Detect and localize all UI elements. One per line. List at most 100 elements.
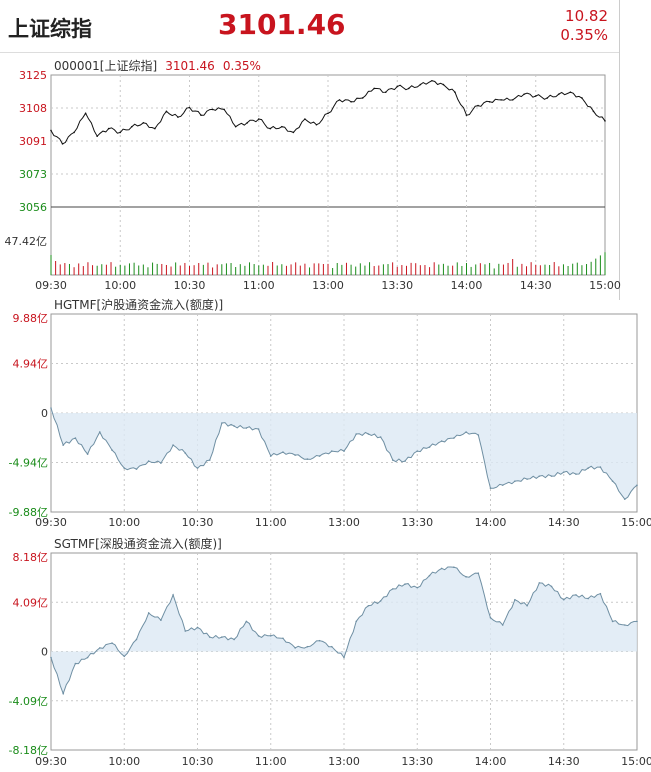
volume-scale-label: 47.42亿 [5,235,48,248]
flow-point [550,585,553,588]
flow-point [62,692,65,695]
flow-point [538,475,541,477]
panel-divider [619,0,620,300]
x-tick-label: 11:00 [243,279,275,292]
index-price: 3101.46 [218,8,346,41]
y-tick-label: -8.18亿 [9,744,48,757]
flow-point [550,475,553,477]
flow-point [526,478,528,480]
price-point [396,85,399,88]
flow-point [86,453,89,455]
flow-point [160,462,162,464]
flow-point [135,468,138,470]
flow-point [416,586,419,589]
price-point [581,97,583,99]
flow-point [196,467,199,469]
flow-point [611,620,614,623]
price-point [281,125,283,128]
flow-point [587,597,589,600]
price-point [350,100,352,103]
y-tick-label: -9.88亿 [9,506,48,519]
price-point [200,114,202,116]
hgtmf-title: HGTMF[沪股通资金流入(额度)] [54,298,224,312]
x-tick-label: 13:00 [312,279,344,292]
flow-point [257,428,260,430]
flow-point [367,604,370,607]
flow-point [184,630,187,632]
y-tick-label: 3056 [19,201,47,214]
flow-point [294,454,296,456]
flow-point [379,436,382,438]
price-point [361,97,364,99]
flow-point [330,645,333,648]
flow-point [294,647,296,649]
flow-point [453,437,455,439]
price-point [142,122,145,124]
flow-point [501,484,504,486]
index-info-pct: 0.35% [222,59,261,73]
flow-point [123,655,126,658]
x-tick-label: 14:30 [548,755,580,768]
flow-point [160,619,162,621]
flow-point [404,583,406,585]
price-point [442,83,445,86]
flow-point [404,460,406,462]
price-point [338,99,341,101]
y-tick-label: 4.09亿 [13,596,49,609]
price-point [154,127,156,130]
flow-point [62,444,65,446]
flow-point [562,598,565,601]
price-point [407,87,410,90]
price-point [234,125,237,128]
flow-point [416,450,419,452]
price-point [477,104,479,107]
flow-point [111,449,113,451]
flow-point [318,455,321,457]
quote-header: 上证综指 3101.46 10.82 0.35% [0,0,620,53]
price-point [315,123,318,126]
flow-point [587,467,589,469]
price-point [73,131,75,134]
flow-point [477,434,480,436]
sgtmf-title: SGTMF[深股通资金流入(额度)] [54,537,222,551]
x-tick-label: 10:00 [108,516,140,529]
price-point [177,116,179,118]
flow-point [233,425,235,427]
flow-point [269,635,272,637]
y-tick-label: 3125 [19,69,47,82]
flow-point [636,620,638,623]
x-tick-label: 09:30 [35,516,67,529]
x-tick-label: 09:30 [35,279,67,292]
flow-point [147,460,150,462]
flow-point [111,642,113,644]
y-tick-label: -4.09亿 [9,695,48,708]
flow-point [355,433,358,435]
y-tick-label: -4.94亿 [9,457,48,470]
x-tick-label: 13:30 [401,516,433,529]
flow-point [86,656,89,659]
y-tick-label: 0 [41,646,48,659]
x-tick-label: 14:00 [475,516,507,529]
price-point [454,91,456,94]
price-point [304,118,306,120]
x-tick-label: 14:30 [520,279,552,292]
flow-point [514,480,516,482]
price-point [130,125,133,128]
x-tick-label: 10:30 [182,516,214,529]
flow-point [489,616,492,619]
price-point [269,127,272,130]
flow-point [221,422,223,424]
flow-point [306,645,309,648]
price-point [223,108,225,111]
x-tick-label: 10:00 [108,755,140,768]
flow-point [623,624,626,626]
price-point [500,99,502,101]
price-point [431,79,433,82]
flow-point [392,459,394,461]
flow-point [599,592,602,595]
price-point [569,91,572,94]
y-tick-label: 9.88亿 [13,312,49,325]
flow-point [99,647,101,649]
